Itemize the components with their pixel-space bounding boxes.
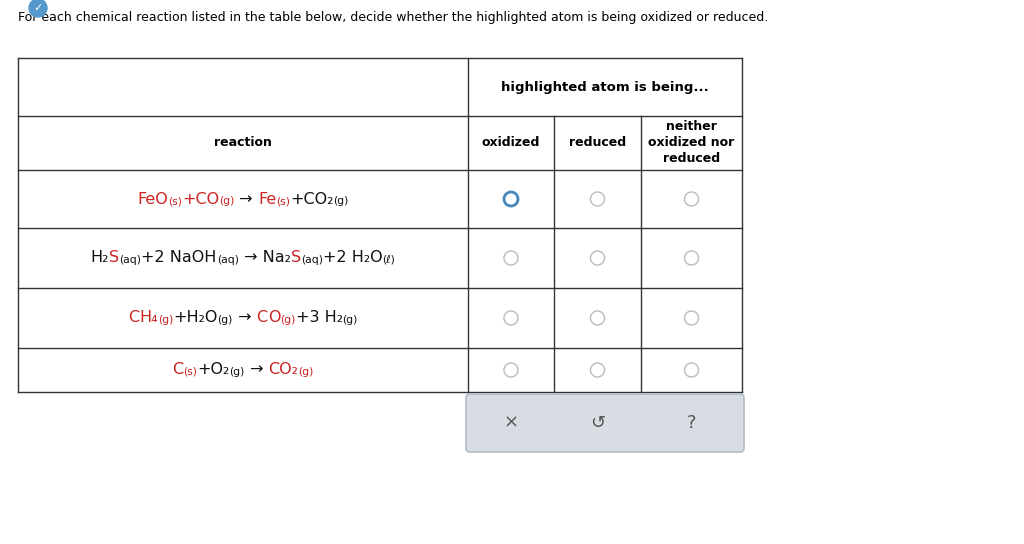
Text: highlighted atom is being...: highlighted atom is being... xyxy=(501,81,709,94)
Text: (aq): (aq) xyxy=(301,255,323,265)
Circle shape xyxy=(29,0,47,17)
Text: (g): (g) xyxy=(219,196,234,206)
Circle shape xyxy=(504,311,518,325)
Text: →: → xyxy=(232,311,257,325)
Text: (s): (s) xyxy=(183,367,198,377)
Text: (ℓ): (ℓ) xyxy=(382,255,395,265)
Circle shape xyxy=(591,363,604,377)
Text: ✓: ✓ xyxy=(34,3,43,13)
Text: (g): (g) xyxy=(229,367,245,377)
Text: (g): (g) xyxy=(334,196,349,206)
Text: (aq): (aq) xyxy=(217,255,239,265)
Text: +2 H₂O: +2 H₂O xyxy=(323,250,382,265)
Text: S: S xyxy=(110,250,120,265)
Text: ?: ? xyxy=(687,414,696,432)
Text: Fe: Fe xyxy=(258,191,276,207)
Text: (g): (g) xyxy=(343,315,358,325)
Text: ↺: ↺ xyxy=(590,414,605,432)
Circle shape xyxy=(591,311,604,325)
Text: oxidized: oxidized xyxy=(482,137,541,150)
Circle shape xyxy=(591,251,604,265)
Text: C: C xyxy=(172,362,183,378)
Text: +3 H₂: +3 H₂ xyxy=(296,311,343,325)
Circle shape xyxy=(684,192,698,206)
Circle shape xyxy=(504,251,518,265)
Text: For each chemical reaction listed in the table below, decide whether the highlig: For each chemical reaction listed in the… xyxy=(18,11,768,24)
Text: +O₂: +O₂ xyxy=(198,362,229,378)
Circle shape xyxy=(591,192,604,206)
Text: S: S xyxy=(291,250,301,265)
Text: (s): (s) xyxy=(276,196,290,206)
Text: →: → xyxy=(234,191,258,207)
Text: +H₂O: +H₂O xyxy=(173,311,217,325)
Text: FeO: FeO xyxy=(137,191,168,207)
Text: +CO₂: +CO₂ xyxy=(290,191,334,207)
Circle shape xyxy=(504,192,518,206)
Text: +2 NaOH: +2 NaOH xyxy=(141,250,217,265)
Text: O: O xyxy=(267,311,281,325)
Text: C: C xyxy=(257,311,267,325)
Text: C: C xyxy=(128,311,139,325)
Text: reaction: reaction xyxy=(214,137,272,150)
Text: neither
oxidized nor
reduced: neither oxidized nor reduced xyxy=(648,121,734,165)
Circle shape xyxy=(684,311,698,325)
Text: reduced: reduced xyxy=(569,137,626,150)
Text: CO₂: CO₂ xyxy=(268,362,298,378)
Text: (aq): (aq) xyxy=(120,255,141,265)
Text: +CO: +CO xyxy=(182,191,219,207)
Text: (g): (g) xyxy=(217,315,232,325)
Text: → Na₂: → Na₂ xyxy=(239,250,291,265)
Text: H₄: H₄ xyxy=(139,311,158,325)
Circle shape xyxy=(504,363,518,377)
FancyBboxPatch shape xyxy=(466,394,744,452)
Text: H₂: H₂ xyxy=(91,250,110,265)
Text: (g): (g) xyxy=(158,315,173,325)
Circle shape xyxy=(684,251,698,265)
Text: (s): (s) xyxy=(168,196,182,206)
Text: (g): (g) xyxy=(281,315,296,325)
Text: →: → xyxy=(245,362,268,378)
Text: (g): (g) xyxy=(298,367,313,377)
Circle shape xyxy=(684,363,698,377)
Text: ×: × xyxy=(504,414,518,432)
